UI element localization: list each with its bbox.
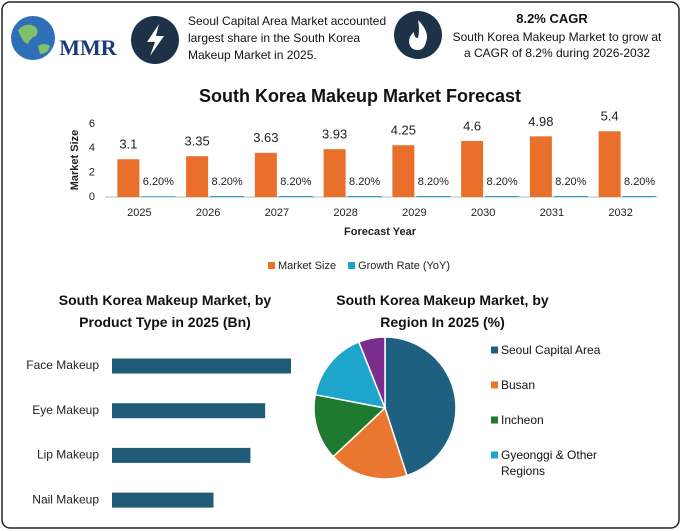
value-label: 8.20% — [280, 176, 311, 188]
bar — [117, 159, 140, 197]
legend-label: Market Size — [278, 260, 336, 272]
legend-label: Growth Rate (YoY) — [358, 260, 450, 272]
bar — [112, 492, 214, 508]
x-tick-label: 2028 — [333, 207, 357, 219]
bar — [254, 152, 277, 197]
cagr-note: South Korea Makeup Market to grow at a C… — [452, 30, 662, 60]
bar — [485, 196, 520, 197]
legend-label: Busan — [501, 378, 536, 392]
value-label: 6.20% — [143, 176, 174, 188]
value-label: 3.93 — [322, 127, 347, 142]
bar — [416, 196, 451, 197]
bar — [323, 149, 346, 197]
bar — [112, 447, 251, 463]
logo-text: MMR — [59, 35, 118, 60]
legend-swatch — [491, 381, 498, 389]
x-axis-label: Forecast Year — [344, 226, 417, 238]
legend-swatch — [491, 416, 498, 424]
bar — [186, 156, 209, 197]
y-tick-label: 6 — [89, 118, 95, 130]
legend-swatch — [268, 262, 275, 269]
value-label: 3.1 — [119, 137, 137, 152]
pie-slice — [357, 336, 386, 409]
bar — [598, 131, 621, 197]
logo-globe — [11, 16, 55, 60]
lightning-icon — [131, 16, 179, 64]
x-tick-label: 2031 — [540, 207, 564, 219]
y-tick-label: 4 — [89, 142, 95, 154]
bar — [112, 358, 291, 374]
pie-slice — [332, 406, 408, 480]
region-title: South Korea Makeup Market, by Region In … — [336, 292, 549, 330]
value-label: 8.20% — [624, 176, 655, 188]
category-label: Face Makeup — [26, 358, 99, 372]
value-label: 4.25 — [391, 123, 416, 138]
legend-label: Gyeonggi & Other Regions — [501, 448, 598, 478]
bar — [278, 196, 313, 197]
pie-slice — [384, 336, 457, 477]
legend-label: Seoul Capital Area — [501, 343, 601, 357]
pie-slice — [313, 393, 387, 458]
product-title: South Korea Makeup Market, by Product Ty… — [58, 292, 272, 330]
category-label: Nail Makeup — [32, 492, 99, 506]
value-label: 3.35 — [184, 134, 209, 149]
bar — [141, 196, 176, 197]
value-label: 8.20% — [555, 176, 586, 188]
y-tick-label: 2 — [89, 167, 95, 179]
value-label: 4.6 — [463, 118, 481, 133]
legend-swatch — [491, 451, 498, 459]
legend-swatch — [348, 262, 356, 269]
x-tick-label: 2029 — [402, 207, 426, 219]
y-axis-label: Market Size — [69, 130, 81, 191]
category-label: Eye Makeup — [32, 403, 99, 417]
bar — [347, 196, 382, 197]
x-tick-label: 2026 — [196, 207, 220, 219]
value-label: 8.20% — [487, 176, 518, 188]
x-tick-label: 2025 — [127, 207, 151, 219]
y-tick-label: 0 — [89, 191, 95, 203]
bar — [529, 136, 552, 197]
x-tick-label: 2027 — [265, 207, 289, 219]
x-tick-label: 2032 — [608, 207, 632, 219]
share-note: Seoul Capital Area Market accounted larg… — [188, 14, 387, 62]
bar — [461, 140, 484, 197]
category-label: Lip Makeup — [37, 448, 99, 462]
legend-swatch — [491, 346, 498, 354]
bar — [392, 145, 415, 197]
value-label: 8.20% — [212, 176, 243, 188]
bar — [112, 403, 266, 419]
value-label: 4.98 — [528, 114, 553, 129]
value-label: 5.4 — [601, 109, 619, 124]
fire-icon — [394, 11, 442, 59]
cagr-title: 8.2% CAGR — [516, 11, 588, 26]
bar — [553, 196, 588, 197]
legend-label: Incheon — [501, 413, 544, 427]
value-label: 8.20% — [349, 176, 380, 188]
forecast-title: South Korea Makeup Market Forecast — [198, 86, 522, 106]
bar — [210, 196, 245, 197]
pie-slice — [314, 341, 387, 409]
value-label: 8.20% — [418, 176, 449, 188]
bar — [622, 196, 657, 197]
value-label: 3.63 — [253, 130, 278, 145]
x-tick-label: 2030 — [471, 207, 495, 219]
